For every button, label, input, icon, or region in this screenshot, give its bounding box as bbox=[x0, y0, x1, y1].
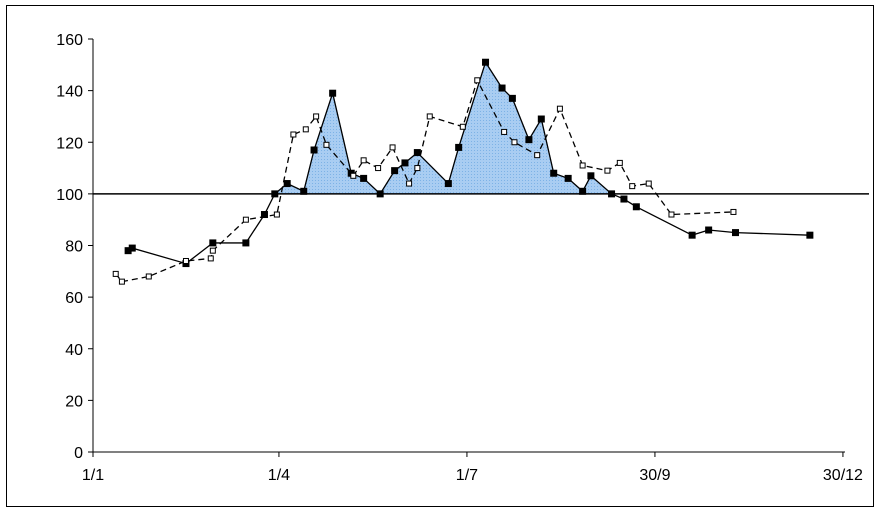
dashed-series-marker bbox=[302, 126, 309, 133]
dashed-series-marker bbox=[474, 77, 481, 84]
solid-series-marker bbox=[413, 149, 421, 157]
solid-series-marker bbox=[688, 231, 696, 239]
dashed-series-marker bbox=[112, 270, 119, 277]
solid-series-marker bbox=[498, 84, 506, 92]
y-tick-label: 0 bbox=[74, 445, 83, 462]
series-dashed-line bbox=[115, 78, 734, 283]
dashed-series-marker bbox=[556, 105, 563, 112]
dashed-series-marker bbox=[668, 211, 675, 218]
solid-series-marker bbox=[550, 169, 558, 177]
dashed-series-marker bbox=[209, 247, 216, 254]
solid-series-marker bbox=[310, 146, 318, 154]
dashed-series-marker bbox=[629, 183, 636, 190]
dashed-series-marker bbox=[323, 141, 330, 148]
dashed-series-marker bbox=[273, 211, 280, 218]
solid-series-marker bbox=[300, 187, 308, 195]
dashed-series-marker bbox=[501, 128, 508, 135]
dashed-series-marker bbox=[182, 257, 189, 264]
solid-series-marker bbox=[128, 244, 136, 252]
solid-series-marker bbox=[537, 115, 545, 123]
solid-series-marker bbox=[564, 174, 572, 182]
x-tick-label: 1/1 bbox=[82, 467, 104, 484]
solid-series-marker bbox=[242, 239, 250, 247]
dashed-series-marker bbox=[406, 180, 413, 187]
dashed-series-marker bbox=[414, 165, 421, 172]
solid-series-marker bbox=[525, 136, 533, 144]
y-tick-label: 20 bbox=[65, 393, 83, 410]
solid-series-marker bbox=[260, 211, 268, 219]
y-tick-label: 60 bbox=[65, 290, 83, 307]
solid-series-marker bbox=[620, 195, 628, 203]
solid-series-marker bbox=[376, 190, 384, 198]
dashed-series-marker bbox=[375, 165, 382, 172]
solid-series-marker bbox=[209, 239, 217, 247]
chart-frame bbox=[6, 5, 874, 507]
dashed-series-marker bbox=[579, 162, 586, 169]
dashed-series-marker bbox=[616, 159, 623, 166]
y-tick-label: 140 bbox=[56, 84, 83, 101]
x-tick-label: 1/4 bbox=[268, 467, 290, 484]
dashed-series-marker bbox=[360, 157, 367, 164]
x-tick-label: 30/9 bbox=[639, 467, 670, 484]
solid-series-marker bbox=[508, 94, 516, 102]
y-tick-label: 100 bbox=[56, 187, 83, 204]
shaded-area-layer bbox=[273, 61, 613, 195]
tick-labels-layer: 0 20 40 60 80 100 120 140 160 1/1 1/4 1/7 30/9 30/12 bbox=[56, 32, 863, 484]
solid-series-marker bbox=[732, 229, 740, 237]
solid-series-marker bbox=[360, 174, 368, 182]
dashed-series-marker bbox=[350, 172, 357, 179]
dashed-series-marker bbox=[459, 123, 466, 130]
solid-series-marker bbox=[283, 180, 291, 188]
solid-series-marker bbox=[608, 190, 616, 198]
dashed-series-marker bbox=[730, 208, 737, 215]
dashed-series-marker bbox=[242, 216, 249, 223]
dashed-series-marker bbox=[207, 255, 214, 262]
y-tick-label: 120 bbox=[56, 135, 83, 152]
shaded-area-0 bbox=[273, 61, 613, 195]
x-tick-label: 30/12 bbox=[823, 467, 863, 484]
solid-series-marker bbox=[587, 172, 595, 180]
solid-series-marker bbox=[455, 143, 463, 151]
solid-series-marker bbox=[271, 190, 279, 198]
y-tick-label: 80 bbox=[65, 239, 83, 256]
solid-series-marker bbox=[806, 231, 814, 239]
dashed-series-marker bbox=[645, 180, 652, 187]
solid-series-marker bbox=[482, 58, 490, 66]
series-layer bbox=[112, 58, 814, 285]
solid-series-marker bbox=[444, 180, 452, 188]
solid-series-marker bbox=[705, 226, 713, 234]
solid-series-marker bbox=[632, 203, 640, 211]
solid-series-marker bbox=[391, 167, 399, 175]
y-tick-label: 40 bbox=[65, 342, 83, 359]
axes-layer bbox=[88, 38, 869, 457]
dashed-series-marker bbox=[313, 113, 320, 120]
dashed-series-marker bbox=[426, 113, 433, 120]
y-tick-label: 160 bbox=[56, 32, 83, 49]
dashed-series-marker bbox=[534, 152, 541, 159]
solid-series-marker bbox=[401, 159, 409, 167]
dashed-series-marker bbox=[145, 273, 152, 280]
dashed-series-marker bbox=[604, 167, 611, 174]
dashed-series-marker bbox=[389, 144, 396, 151]
x-tick-label: 1/7 bbox=[456, 467, 478, 484]
dashed-series-marker bbox=[290, 131, 297, 138]
dashed-series-marker bbox=[511, 139, 518, 146]
dashed-series-marker bbox=[118, 278, 125, 285]
solid-series-marker bbox=[579, 187, 587, 195]
solid-series-marker bbox=[329, 89, 337, 97]
